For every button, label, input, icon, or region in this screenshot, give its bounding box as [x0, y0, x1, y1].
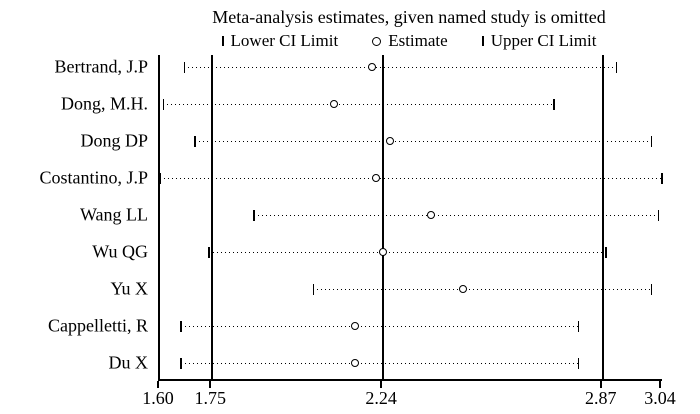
upper-ci-tick [650, 283, 653, 295]
estimate-marker [350, 321, 359, 330]
upper-ci-tick [657, 209, 660, 221]
upper-ci-tick [615, 61, 618, 73]
legend-item-lower-ci: Lower CI Limit [221, 31, 339, 51]
estimate-marker [368, 62, 377, 71]
lower-ci-tick [312, 283, 315, 295]
study-label: Wu QG [92, 241, 148, 262]
x-axis-tick [599, 381, 602, 388]
study-label: Cappelletti, R [48, 315, 148, 336]
study-label: Bertrand, J.P [54, 56, 149, 77]
lower-ci-tick [180, 320, 182, 332]
upper-ci-tick-icon [481, 36, 484, 46]
ci-dotted-line [160, 178, 662, 179]
x-axis-tick-label: 2.24 [365, 388, 397, 408]
estimate-marker [329, 99, 338, 108]
chart-legend: Lower CI Limit Estimate Upper CI Limit [158, 31, 660, 51]
study-label: Wang LL [79, 204, 148, 225]
upper-ci-tick [605, 246, 607, 258]
ci-dotted-line [163, 104, 554, 105]
lower-ci-tick [159, 172, 161, 184]
lower-ci-tick [253, 209, 255, 221]
estimate-marker [350, 358, 359, 367]
upper-ci-tick [577, 357, 580, 369]
upper-ci-tick [577, 320, 580, 332]
estimate-marker [385, 136, 394, 145]
lower-ci-tick [183, 61, 186, 73]
x-axis: 1.60 1.75 2.24 2.87 3.04 [142, 379, 676, 414]
study-label: Yu X [110, 278, 148, 299]
study-label: Dong, M.H. [60, 93, 148, 114]
legend-item-estimate: Estimate [372, 31, 448, 51]
ci-dotted-line [180, 326, 579, 327]
x-axis-tick [380, 381, 383, 388]
study-label: Dong DP [80, 130, 148, 151]
estimate-marker [458, 284, 467, 293]
ci-dotted-line [180, 363, 579, 364]
ci-dotted-line [194, 141, 652, 142]
x-axis-tick-label: 2.87 [584, 388, 617, 408]
upper-ci-tick [553, 98, 555, 110]
reference-line-overall-estimate [382, 55, 385, 379]
legend-label-upper-ci: Upper CI Limit [490, 31, 597, 50]
study-label: Du X [108, 352, 149, 373]
reference-line-overall-lower-ci [211, 55, 214, 379]
ci-dotted-line [313, 289, 652, 290]
estimate-marker [378, 247, 387, 256]
lower-ci-tick [194, 135, 196, 147]
lower-ci-tick [162, 98, 165, 110]
upper-ci-tick [661, 172, 663, 184]
x-axis-tick-label: 1.60 [142, 388, 174, 408]
lower-ci-tick-icon [221, 36, 224, 46]
legend-item-upper-ci: Upper CI Limit [481, 31, 597, 51]
reference-line-overall-upper-ci [601, 55, 604, 379]
estimate-marker [371, 173, 380, 182]
ci-dotted-line [254, 215, 659, 216]
legend-label-estimate: Estimate [388, 31, 448, 50]
legend-label-lower-ci: Lower CI Limit [230, 31, 339, 50]
lower-ci-tick [208, 246, 210, 258]
study-label-column: Bertrand, J.P Dong, M.H. Dong DP Costantino… [0, 0, 152, 414]
x-axis-tick [157, 381, 159, 388]
x-axis-tick-label: 1.75 [194, 388, 227, 408]
ci-dotted-line [184, 67, 617, 68]
estimate-marker [427, 210, 436, 219]
plot-area [158, 55, 663, 381]
x-axis-tick [209, 381, 212, 388]
x-axis-tick-label: 3.04 [644, 388, 676, 408]
lower-ci-tick [180, 357, 182, 369]
study-label: Costantino, J.P [39, 167, 148, 188]
chart-title: Meta-analysis estimates, given named stu… [212, 7, 606, 27]
ci-dotted-line [208, 252, 607, 253]
upper-ci-tick [650, 135, 653, 147]
estimate-circle-icon [372, 36, 382, 46]
x-axis-tick [659, 381, 661, 388]
